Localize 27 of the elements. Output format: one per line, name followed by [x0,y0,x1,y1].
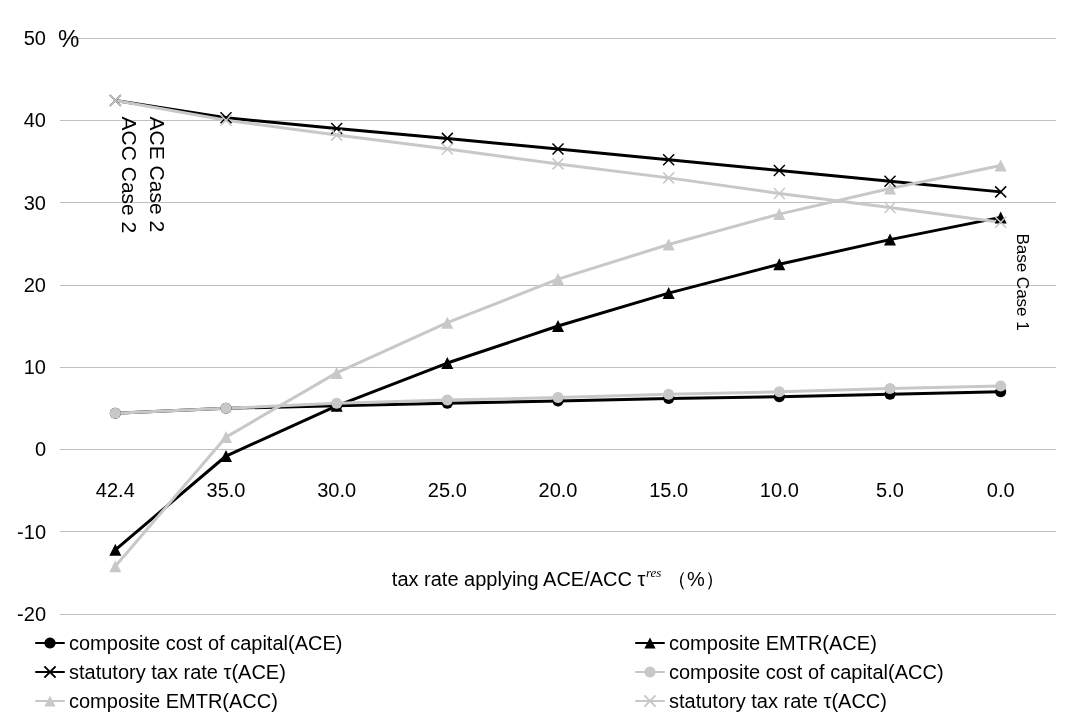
legend-label: statutory tax rate τ(ACE) [69,661,286,683]
x-tick-label: 0.0 [986,479,1015,502]
y-tick-label: 10 [23,356,46,379]
x-tick-label: 15.0 [649,479,689,502]
legend-label: composite EMTR(ACE) [669,632,877,654]
annotation: ACC Case 2 [117,116,141,234]
x-tick-label: 35.0 [206,479,246,502]
y-tick-label: 20 [23,273,46,296]
x-tick-label: 42.4 [95,479,135,502]
y-tick-label: -10 [17,520,46,543]
y-tick-label: 0 [34,438,46,461]
y-tick-label: 30 [23,191,46,214]
legend-label: composite EMTR(ACC) [69,690,278,712]
x-tick-label: 5.0 [876,479,904,502]
x-tick-label: 10.0 [759,479,799,502]
y-tick-label: -20 [17,603,46,625]
x-tick-label: 20.0 [538,479,578,502]
y-tick-label: 50 [23,27,46,49]
legend-label: statutory tax rate τ(ACC) [669,690,887,712]
annotation: Base Case 1 [1013,233,1033,331]
x-tick-label: 25.0 [427,479,467,502]
annotation: ACE Case 2 [145,116,169,233]
x-tick-label: 30.0 [317,479,357,502]
y-axis-title: % [58,24,80,52]
legend-label: composite cost of capital(ACC) [669,661,944,683]
y-tick-label: 40 [23,109,46,132]
legend-label: composite cost of capital(ACE) [69,632,343,654]
